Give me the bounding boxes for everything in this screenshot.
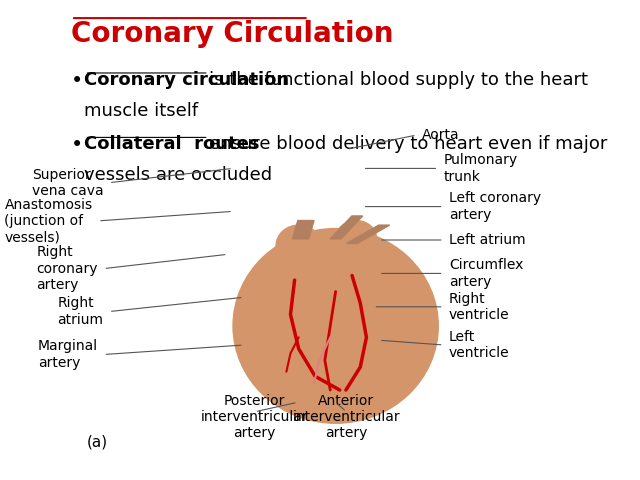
Text: Left coronary
artery: Left coronary artery [449,192,541,222]
Text: Pulmonary
trunk: Pulmonary trunk [444,153,518,183]
Text: Coronary Circulation: Coronary Circulation [71,21,394,48]
Text: •: • [71,71,83,91]
Text: Right
ventricle: Right ventricle [449,292,509,322]
Text: Aorta: Aorta [422,128,460,142]
Text: (a): (a) [87,435,108,450]
Text: Left
ventricle: Left ventricle [449,330,509,360]
Polygon shape [292,220,314,239]
Text: Posterior
interventricular
artery: Posterior interventricular artery [201,394,308,441]
Text: vessels are occluded: vessels are occluded [84,166,273,184]
Text: Right
coronary
artery: Right coronary artery [36,245,98,292]
Ellipse shape [276,225,321,266]
Text: Left atrium: Left atrium [449,233,525,247]
Text: Coronary circulation: Coronary circulation [84,71,296,89]
Text: Anastomosis
(junction of
vessels): Anastomosis (junction of vessels) [4,198,93,244]
Ellipse shape [233,228,438,423]
Text: Circumflex
artery: Circumflex artery [449,258,524,288]
Polygon shape [330,216,363,239]
Text: Anterior
interventricular
artery: Anterior interventricular artery [292,394,400,441]
Text: ensure blood delivery to heart even if major: ensure blood delivery to heart even if m… [209,135,607,153]
Text: Marginal
artery: Marginal artery [38,339,98,370]
Ellipse shape [335,220,377,257]
Text: Superior
vena cava: Superior vena cava [32,168,104,198]
Text: is the functional blood supply to the heart: is the functional blood supply to the he… [209,71,588,89]
Text: muscle itself: muscle itself [84,102,198,120]
Text: •: • [71,135,83,155]
Text: Collateral  routes: Collateral routes [84,135,260,153]
Polygon shape [346,225,390,243]
Text: Right
atrium: Right atrium [58,297,104,327]
